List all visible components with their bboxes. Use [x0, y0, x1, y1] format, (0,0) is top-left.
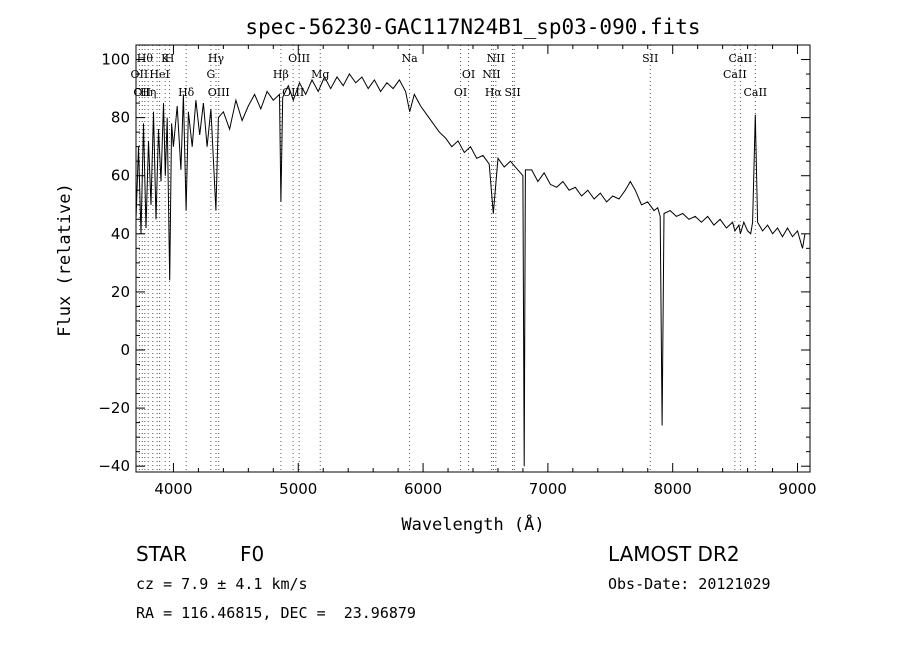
- line-label-3: Hη: [140, 86, 156, 99]
- y-tick-label-0: 0: [120, 341, 130, 359]
- coordinates: RA = 116.46815, DEC = 23.96879: [136, 604, 416, 622]
- line-label-19: OI: [462, 68, 475, 81]
- y-tick-label--20: −20: [98, 399, 130, 417]
- survey-name: LAMOST DR2: [608, 542, 740, 566]
- y-tick-label-100: 100: [101, 51, 130, 69]
- line-label-6: HeI: [149, 68, 169, 81]
- line-label-7: K: [161, 52, 170, 65]
- line-label-17: Na: [402, 52, 419, 65]
- line-label-15: OIII: [288, 52, 310, 65]
- x-tick-label-4000: 4000: [154, 480, 192, 498]
- observation-date: Obs-Date: 20121029: [608, 575, 771, 593]
- line-label-16: Mg: [311, 68, 329, 81]
- line-label-27: CaII: [729, 52, 753, 65]
- y-axis-label: Flux (relative): [55, 183, 75, 337]
- flux-series: [135, 73, 806, 467]
- line-label-13: Hβ: [273, 68, 289, 81]
- object-class: STAR: [136, 542, 187, 566]
- x-tick-label-9000: 9000: [778, 480, 816, 498]
- line-label-8: H: [165, 52, 175, 65]
- object-subclass: F0: [240, 542, 265, 566]
- line-label-1: OII: [133, 86, 151, 99]
- flux-line: [135, 73, 806, 467]
- line-label-21: Hα: [485, 86, 503, 99]
- redshift-cz: cz = 7.9 ± 4.1 km/s: [136, 575, 308, 593]
- x-tick-label-8000: 8000: [654, 480, 692, 498]
- line-label-20: NII: [482, 68, 500, 81]
- x-axis-label: Wavelength (Å): [401, 513, 544, 535]
- y-tick-label-80: 80: [111, 109, 130, 127]
- x-tick-label-6000: 6000: [404, 480, 442, 498]
- plot-axes: 4000 5000 6000 7000 8000 9000 −40 −20 0 20 40 60 80 1…: [98, 44, 817, 498]
- line-label-28: CaII: [743, 86, 767, 99]
- y-tick-label-20: 20: [111, 283, 130, 301]
- line-label-9: Hδ: [178, 86, 195, 99]
- x-tick-label-5000: 5000: [279, 480, 317, 498]
- chart-title: spec-56230-GAC117N24B1_sp03-090.fits: [245, 15, 700, 39]
- line-label-22: NII: [487, 52, 505, 65]
- x-tick-label-7000: 7000: [529, 480, 567, 498]
- line-label-25: SII: [642, 52, 658, 65]
- line-label-10: G: [206, 68, 215, 81]
- line-label-12: OIII: [208, 86, 230, 99]
- line-label-18: OI: [454, 86, 467, 99]
- plot-frame: [135, 44, 811, 473]
- spectral-line-markers: OIIOIIHθHηHeIKHHδGHγOIIIHβOIIIOIIIMgNaOI…: [131, 45, 767, 472]
- line-label-2: Hθ: [137, 52, 154, 65]
- line-label-23: SII: [504, 86, 520, 99]
- line-label-11: Hγ: [208, 52, 225, 65]
- y-tick-label-40: 40: [111, 225, 130, 243]
- y-tick-label-60: 60: [111, 167, 130, 185]
- line-label-26: CaII: [723, 68, 747, 81]
- y-tick-label--40: −40: [98, 457, 130, 475]
